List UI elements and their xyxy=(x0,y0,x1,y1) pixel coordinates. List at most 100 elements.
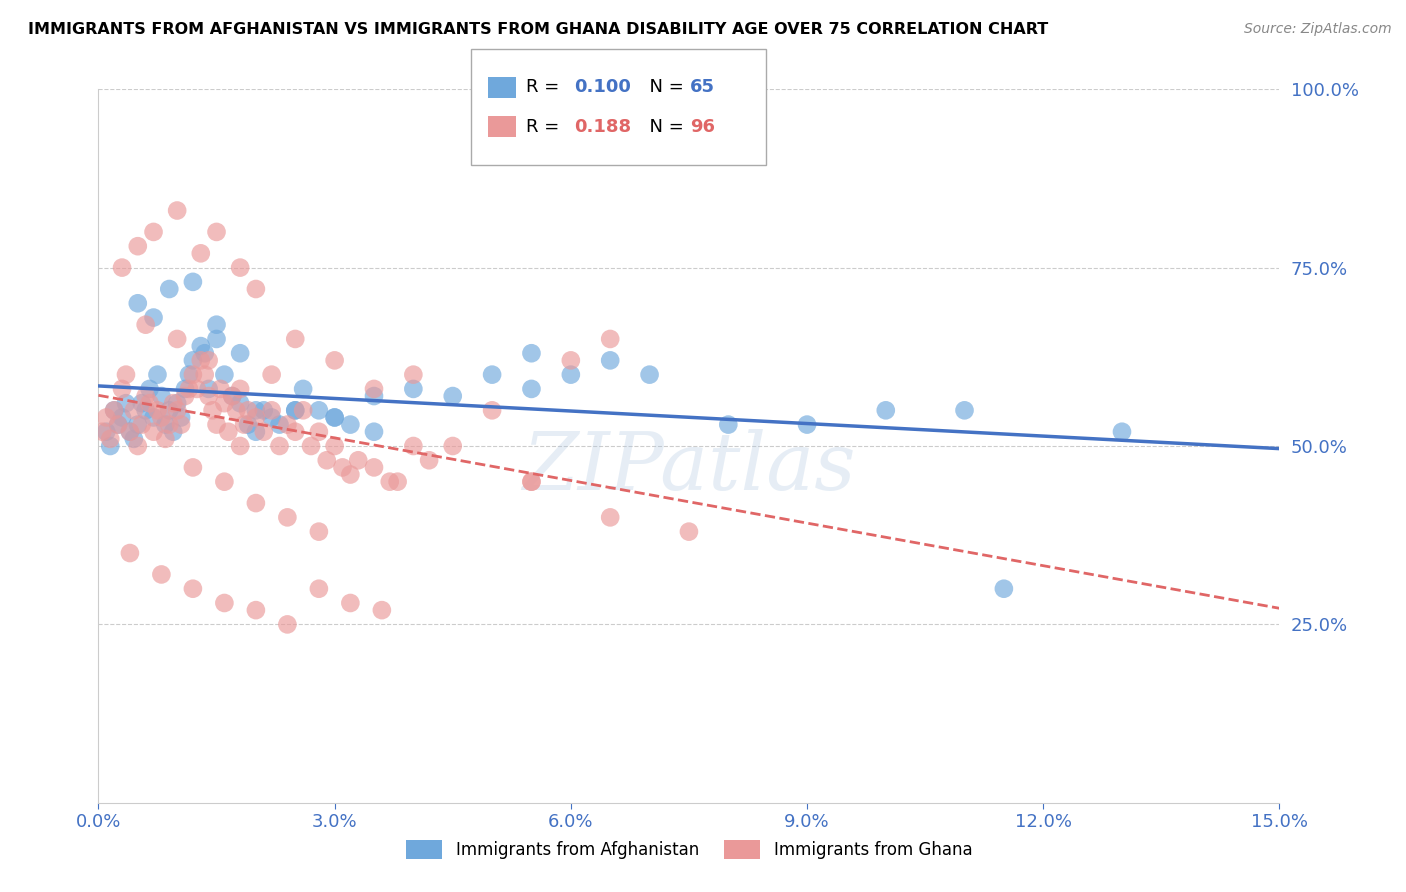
Point xyxy=(323,439,346,453)
Point xyxy=(284,425,307,439)
Point xyxy=(118,425,141,439)
Point xyxy=(96,425,118,439)
Point xyxy=(174,382,197,396)
Point xyxy=(796,417,818,432)
Point xyxy=(190,353,212,368)
Point xyxy=(402,439,425,453)
Point xyxy=(177,382,200,396)
Point xyxy=(229,260,252,275)
Point xyxy=(181,460,204,475)
Point xyxy=(214,396,236,410)
Point xyxy=(875,403,897,417)
Point xyxy=(245,425,267,439)
Point xyxy=(115,396,138,410)
Point xyxy=(292,403,315,417)
Point xyxy=(127,239,149,253)
Point xyxy=(599,332,621,346)
Point xyxy=(177,368,200,382)
Point xyxy=(127,417,149,432)
Text: 0.188: 0.188 xyxy=(574,118,631,136)
Point xyxy=(363,382,385,396)
Point xyxy=(520,475,543,489)
Point xyxy=(347,453,370,467)
Point xyxy=(181,353,204,368)
Point xyxy=(323,410,346,425)
Point xyxy=(197,389,219,403)
Point xyxy=(197,382,219,396)
Point xyxy=(245,410,267,425)
Point xyxy=(98,432,121,446)
Point xyxy=(122,432,145,446)
Point xyxy=(155,417,177,432)
Point xyxy=(363,460,385,475)
Point xyxy=(205,417,228,432)
Point xyxy=(284,403,307,417)
Point xyxy=(135,389,157,403)
Point xyxy=(142,425,165,439)
Point xyxy=(138,396,160,410)
Point xyxy=(155,432,177,446)
Point xyxy=(181,582,204,596)
Point xyxy=(253,425,276,439)
Point xyxy=(194,346,217,360)
Point xyxy=(205,225,228,239)
Text: ZIPatlas: ZIPatlas xyxy=(522,429,856,506)
Point xyxy=(142,410,165,425)
Point xyxy=(402,368,425,382)
Point xyxy=(225,403,247,417)
Point xyxy=(118,425,141,439)
Point xyxy=(378,475,401,489)
Point xyxy=(245,603,267,617)
Point xyxy=(332,460,354,475)
Point xyxy=(201,403,224,417)
Point xyxy=(269,417,291,432)
Point xyxy=(127,439,149,453)
Point xyxy=(993,582,1015,596)
Point xyxy=(150,410,173,425)
Point xyxy=(214,475,236,489)
Point xyxy=(131,396,153,410)
Point xyxy=(166,332,188,346)
Point xyxy=(236,403,259,417)
Point xyxy=(135,403,157,417)
Point xyxy=(269,439,291,453)
Point xyxy=(221,389,243,403)
Text: R =: R = xyxy=(526,118,565,136)
Point xyxy=(217,425,239,439)
Point xyxy=(229,346,252,360)
Point xyxy=(166,396,188,410)
Point xyxy=(245,496,267,510)
Point xyxy=(308,582,330,596)
Text: R =: R = xyxy=(526,78,565,96)
Point xyxy=(560,353,582,368)
Point xyxy=(284,332,307,346)
Point xyxy=(214,368,236,382)
Text: N =: N = xyxy=(638,118,690,136)
Point xyxy=(308,524,330,539)
Text: 0.100: 0.100 xyxy=(574,78,630,96)
Point xyxy=(157,417,180,432)
Point xyxy=(229,439,252,453)
Point xyxy=(194,368,217,382)
Point xyxy=(221,389,243,403)
Point xyxy=(174,389,197,403)
Point xyxy=(339,417,361,432)
Point xyxy=(292,382,315,396)
Point xyxy=(111,410,134,425)
Point xyxy=(190,246,212,260)
Point xyxy=(103,403,125,417)
Point xyxy=(441,439,464,453)
Text: Source: ZipAtlas.com: Source: ZipAtlas.com xyxy=(1244,22,1392,37)
Point xyxy=(363,389,385,403)
Point xyxy=(363,425,385,439)
Point xyxy=(138,382,160,396)
Point xyxy=(260,403,283,417)
Point xyxy=(115,368,138,382)
Point xyxy=(284,403,307,417)
Point xyxy=(197,353,219,368)
Text: IMMIGRANTS FROM AFGHANISTAN VS IMMIGRANTS FROM GHANA DISABILITY AGE OVER 75 CORR: IMMIGRANTS FROM AFGHANISTAN VS IMMIGRANT… xyxy=(28,22,1049,37)
Point xyxy=(236,417,259,432)
Point xyxy=(299,439,322,453)
Point xyxy=(520,475,543,489)
Point xyxy=(111,382,134,396)
